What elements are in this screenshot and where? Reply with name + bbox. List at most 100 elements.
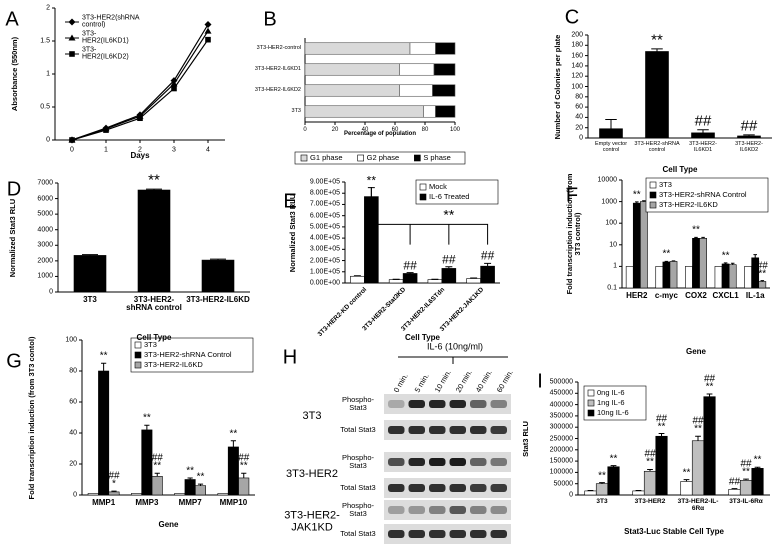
x-tick-label: 1: [104, 146, 108, 154]
bar: [632, 202, 641, 289]
y-tick-label: 60: [575, 103, 583, 111]
marker: [137, 115, 143, 122]
bar: [739, 480, 753, 496]
y-tick-label: 40: [69, 429, 77, 437]
significance: **: [742, 466, 750, 478]
legend-swatch: [357, 154, 364, 162]
bracket: [370, 187, 489, 245]
y-tick-label: 80: [69, 367, 77, 375]
bar: [703, 396, 716, 496]
blot-band: [429, 426, 446, 434]
bar: [227, 446, 239, 496]
significance: **: [148, 171, 160, 189]
blot-band: [490, 458, 507, 466]
blot-strip: [384, 394, 511, 414]
blot-band: [388, 530, 405, 538]
error-bar: [754, 466, 761, 469]
error-bar: [187, 477, 193, 480]
y-tick-label: 1000: [37, 272, 53, 280]
y-tick-label: 200: [571, 31, 583, 39]
bar: [699, 237, 707, 289]
legend-box: [415, 179, 499, 205]
bar: [655, 266, 664, 289]
blot-band: [429, 530, 446, 538]
x-tick-label: 3T3-HER2-shRNA control: [126, 295, 182, 313]
y-tick-label: 4.00E+05: [309, 234, 340, 242]
blot-strip: [384, 524, 511, 544]
error-bar: [197, 483, 204, 486]
error-bar: [230, 440, 236, 447]
bar: [662, 261, 671, 289]
significance: ##: [740, 458, 752, 470]
bar: [669, 261, 678, 289]
row-label: Phospho-Stat3: [341, 395, 375, 412]
blot-band: [408, 400, 425, 408]
blot-band: [470, 506, 487, 514]
y-tick-label: 5000: [37, 210, 53, 218]
panel-letter: F: [565, 184, 579, 207]
x-tick-label: 80: [421, 126, 429, 133]
error-bar: [695, 435, 701, 441]
bar-segment: [423, 105, 436, 118]
legend-label: IL-6 Treated: [429, 192, 470, 202]
error-bar: [697, 129, 709, 133]
significance: **: [186, 465, 195, 477]
significance: ##: [703, 373, 716, 385]
error-bar: [144, 424, 150, 430]
error-bar: [635, 201, 639, 204]
blot-band: [490, 530, 507, 538]
blot-band: [470, 426, 487, 434]
legend-swatch: [134, 351, 142, 359]
error-bar: [723, 262, 728, 264]
blot-band: [429, 506, 446, 514]
x-tick-label: MMP1: [92, 498, 116, 507]
y-tick-label: 4000: [37, 226, 53, 234]
x-tick-label: Empty vector control: [594, 141, 628, 153]
y-tick-label: 3T3-HER2-IL6KD1: [254, 65, 301, 72]
bar: [655, 435, 668, 496]
blot-band: [408, 530, 425, 538]
blot-band: [449, 530, 466, 538]
blot-band: [470, 400, 487, 408]
y-tick-label: 6.00E+05: [309, 211, 340, 219]
significance: **: [657, 421, 666, 433]
error-bar: [760, 280, 765, 282]
y-tick-label: 160: [571, 51, 583, 59]
blot-band: [490, 506, 507, 514]
row-label: Total Stat3: [340, 483, 376, 493]
legend-swatch: [649, 201, 657, 209]
cell-label: 3T3-HER2: [286, 468, 338, 481]
blot-band: [449, 458, 466, 466]
panel-letter: A: [5, 8, 19, 31]
error-bar: [353, 275, 361, 277]
legend-label: G2 phase: [366, 153, 400, 163]
legend-swatch: [419, 183, 427, 191]
x-tick-label: 3: [172, 146, 176, 154]
error-bar: [731, 488, 738, 490]
bar: [645, 51, 669, 139]
legend-label: 3T3: [144, 340, 157, 350]
y-tick-label: 100: [65, 336, 77, 344]
y-tick-label: 3T3-HER2-control: [256, 44, 301, 51]
significance: **: [646, 456, 654, 468]
bar-segment: [432, 84, 456, 97]
error-bar: [605, 118, 617, 129]
x-tick-label: 3T3-HER2-IL6KD1: [689, 141, 717, 153]
blot-band: [429, 400, 446, 408]
y-tick-label: 10000: [597, 176, 617, 184]
x-tick-label: 3T3-IL-6Rα: [729, 498, 763, 505]
error-bar: [694, 236, 698, 239]
significance: ##: [108, 470, 120, 482]
cell-label: 3T3-HER2-JAK1KD: [284, 509, 340, 533]
bar: [174, 493, 186, 496]
bar-segment: [409, 42, 436, 55]
y-tick-label: 1.5: [40, 37, 50, 45]
legend-swatch: [587, 399, 595, 407]
significance: **: [598, 470, 606, 482]
error-bar: [210, 258, 226, 261]
legend-box: [583, 385, 647, 421]
y-tick-label: 0.1: [607, 284, 617, 292]
error-bar: [706, 393, 713, 397]
bar: [137, 189, 171, 293]
